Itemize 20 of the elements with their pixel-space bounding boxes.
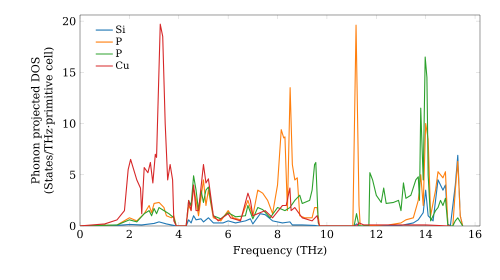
legend-label: P: [116, 50, 122, 57]
x-tick-label: 4: [176, 230, 182, 238]
legend-label: Si: [116, 26, 126, 34]
x-tick-label: 8: [274, 230, 280, 238]
legend-label: Cu: [116, 61, 130, 70]
x-tick-label: 10: [321, 230, 334, 238]
y-tick-label: 10: [63, 119, 76, 128]
x-tick-label: 14: [420, 230, 432, 238]
x-tick-label: 16: [469, 230, 482, 238]
y-tick-label: 20: [62, 16, 76, 26]
y-tick-label: 5: [70, 170, 76, 179]
x-tick-label: 0: [77, 230, 83, 238]
y-tick-label: 15: [63, 68, 76, 77]
x-tick-label: 2: [126, 230, 132, 238]
y-tick-label: 0: [70, 222, 76, 230]
x-tick-label: 12: [370, 230, 382, 238]
x-axis-title: Frequency (THz): [233, 246, 326, 257]
legend-label: P: [116, 38, 122, 45]
x-tick-label: 6: [225, 230, 231, 238]
y-axis-title: Phonon projected DOS (States/THz·primitive cell): [30, 48, 55, 194]
